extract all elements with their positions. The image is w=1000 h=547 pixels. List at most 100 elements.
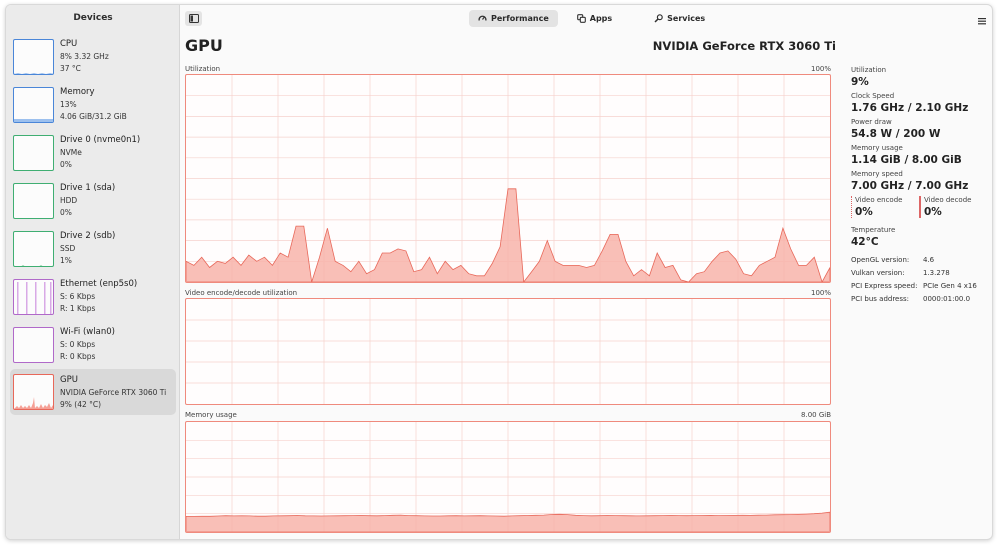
stat-power-draw: Power draw 54.8 W / 200 W bbox=[851, 118, 991, 140]
gpu-model-name: NVIDIA GeForce RTX 3060 Ti bbox=[652, 39, 836, 53]
info-value: 4.6 bbox=[923, 256, 935, 264]
device-name: Drive 0 (nvme0n1) bbox=[60, 135, 141, 145]
memory-graph-canvas bbox=[186, 422, 830, 532]
stat-label: Video encode bbox=[855, 196, 903, 204]
stat-temperature: Temperature 42°C bbox=[851, 226, 991, 248]
device-detail: HDD bbox=[60, 195, 78, 205]
device-memory[interactable]: Memory 13% 4.06 GiB/31.2 GiB bbox=[10, 84, 176, 130]
page-title: GPU bbox=[185, 36, 223, 55]
info-row-pcie-speed: PCI Express speed: PCIe Gen 4 x16 bbox=[851, 282, 991, 290]
utilization-graph bbox=[185, 74, 831, 283]
device-name: Drive 1 (sda) bbox=[60, 183, 116, 193]
sidebar-toggle-icon bbox=[188, 14, 199, 23]
info-value: 0000:01:00.0 bbox=[923, 295, 971, 303]
device-name: Memory bbox=[60, 87, 95, 97]
device-drive2[interactable]: Drive 2 (sdb) SSD 1% bbox=[10, 228, 176, 274]
tab-label: Services bbox=[667, 14, 706, 23]
stat-label: Power draw bbox=[851, 118, 892, 126]
gpu-info-list: OpenGL version: 4.6 Vulkan version: 1.3.27… bbox=[851, 256, 991, 303]
stat-value: 0% bbox=[924, 206, 942, 218]
devices-sidebar: Devices CPU 8% 3.32 GHz 37 °C Memory 13% 4.0… bbox=[6, 5, 180, 539]
stat-value: 7.00 GHz / 7.00 GHz bbox=[851, 180, 969, 192]
device-ethernet[interactable]: Ethernet (enp5s0) S: 6 Kbps R: 1 Kbps bbox=[10, 276, 176, 322]
device-gpu[interactable]: GPU NVIDIA GeForce RTX 3060 Ti 9% (42 °C) bbox=[10, 369, 176, 415]
encode-graph-label: Video encode/decode utilization bbox=[185, 289, 298, 297]
device-drive1[interactable]: Drive 1 (sda) HDD 0% bbox=[10, 180, 176, 226]
device-detail: 9% (42 °C) bbox=[60, 400, 102, 409]
utilization-graph-label: Utilization bbox=[185, 65, 221, 73]
device-detail: 4.06 GiB/31.2 GiB bbox=[60, 112, 127, 121]
info-row-vulkan: Vulkan version: 1.3.278 bbox=[851, 269, 991, 277]
stat-clock-speed: Clock Speed 1.76 GHz / 2.10 GHz bbox=[851, 92, 991, 114]
device-name: Ethernet (enp5s0) bbox=[60, 279, 138, 289]
stat-label: Temperature bbox=[851, 226, 896, 234]
info-row-pci-bus: PCI bus address: 0000:01:00.0 bbox=[851, 295, 991, 303]
hamburger-menu-icon bbox=[978, 18, 986, 25]
info-key: OpenGL version: bbox=[851, 256, 910, 264]
memory-graph-max: 8.00 GiB bbox=[801, 411, 831, 419]
cpu-thumbnail-graph bbox=[13, 39, 54, 75]
memory-graph-area bbox=[186, 511, 830, 532]
device-detail: 1% bbox=[60, 256, 72, 265]
encode-graph-canvas bbox=[186, 299, 830, 404]
main-menu-button[interactable] bbox=[976, 12, 988, 25]
drive1-thumbnail-graph bbox=[13, 183, 54, 219]
tab-label: Apps bbox=[589, 14, 613, 23]
app-window: Devices CPU 8% 3.32 GHz 37 °C Memory 13% 4.0… bbox=[5, 4, 993, 540]
device-name: GPU bbox=[60, 375, 78, 385]
ethernet-thumbnail-graph bbox=[13, 279, 54, 315]
device-name: CPU bbox=[60, 39, 78, 49]
stat-value: 54.8 W / 200 W bbox=[851, 128, 941, 140]
main-panel: Performance Apps Services GPU NVIDIA GeF… bbox=[181, 5, 992, 539]
device-cpu[interactable]: CPU 8% 3.32 GHz 37 °C bbox=[10, 36, 176, 82]
wifi-thumbnail-graph bbox=[13, 327, 54, 363]
stats-panel: Utilization 9% Clock Speed 1.76 GHz / 2.… bbox=[851, 63, 991, 303]
memory-thumbnail-graph bbox=[13, 87, 54, 123]
device-wifi[interactable]: Wi-Fi (wlan0) S: 0 Kbps R: 0 Kbps bbox=[10, 324, 176, 370]
device-name: Drive 2 (sdb) bbox=[60, 231, 116, 241]
stat-memory-speed: Memory speed 7.00 GHz / 7.00 GHz bbox=[851, 170, 991, 192]
utilization-graph-area bbox=[186, 188, 830, 282]
gauge-icon bbox=[478, 15, 487, 21]
stat-memory-usage: Memory usage 1.14 GiB / 8.00 GiB bbox=[851, 144, 991, 166]
info-value: PCIe Gen 4 x16 bbox=[923, 282, 977, 290]
gpu-thumbnail-graph bbox=[13, 374, 54, 410]
stat-label: Clock Speed bbox=[851, 92, 895, 100]
encode-graph bbox=[185, 298, 831, 405]
utilization-graph-canvas bbox=[186, 75, 830, 282]
stat-label: Utilization bbox=[851, 66, 887, 74]
stat-utilization: Utilization 9% bbox=[851, 66, 991, 88]
tab-services[interactable]: Services bbox=[645, 10, 714, 27]
utilization-graph-max: 100% bbox=[810, 65, 831, 73]
device-detail: 37 °C bbox=[60, 64, 81, 73]
drive2-thumbnail-graph bbox=[13, 231, 54, 267]
stat-value: 1.76 GHz / 2.10 GHz bbox=[851, 102, 969, 114]
tab-label: Performance bbox=[491, 14, 549, 23]
device-detail: S: 6 Kbps bbox=[60, 291, 96, 301]
stat-label: Memory speed bbox=[851, 170, 903, 178]
device-detail: S: 0 Kbps bbox=[60, 339, 96, 349]
tab-performance[interactable]: Performance bbox=[469, 10, 558, 27]
device-detail: NVIDIA GeForce RTX 3060 Ti bbox=[60, 387, 167, 397]
stat-label: Memory usage bbox=[851, 144, 903, 152]
stat-value: 0% bbox=[855, 206, 873, 218]
device-detail: 0% bbox=[60, 208, 72, 217]
device-detail: R: 1 Kbps bbox=[60, 304, 96, 313]
apps-icon bbox=[576, 14, 586, 23]
sidebar-title: Devices bbox=[73, 13, 113, 23]
device-name: Wi-Fi (wlan0) bbox=[60, 327, 115, 337]
stat-value: 9% bbox=[851, 76, 869, 88]
tab-apps[interactable]: Apps bbox=[568, 10, 621, 27]
info-key: PCI bus address: bbox=[851, 295, 910, 303]
device-drive0[interactable]: Drive 0 (nvme0n1) NVMe 0% bbox=[10, 132, 176, 178]
device-detail: NVMe bbox=[60, 147, 82, 157]
encode-graph-max: 100% bbox=[810, 289, 831, 297]
video-encode-stat: Video encode 0% bbox=[851, 196, 913, 218]
device-detail: SSD bbox=[60, 243, 76, 253]
info-key: Vulkan version: bbox=[851, 269, 905, 277]
sidebar-toggle-button[interactable] bbox=[185, 11, 202, 26]
stat-label: Video decode bbox=[924, 196, 972, 204]
video-codec-row: Video encode 0% Video decode 0% bbox=[851, 196, 991, 218]
drive0-thumbnail-graph bbox=[13, 135, 54, 171]
device-detail: 8% 3.32 GHz bbox=[60, 51, 109, 61]
